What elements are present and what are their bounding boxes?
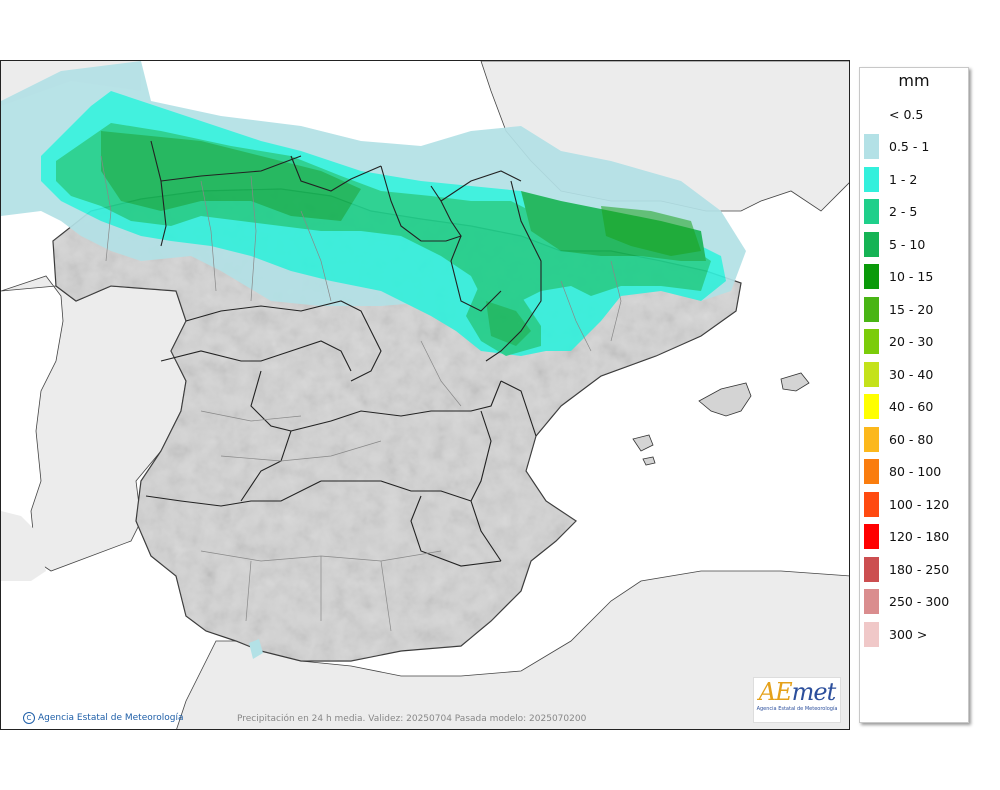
legend-item: 1 - 2 bbox=[860, 163, 968, 196]
region-borders bbox=[145, 140, 542, 567]
legend-label: 20 - 30 bbox=[889, 334, 934, 350]
legend-item: 2 - 5 bbox=[860, 196, 968, 229]
legend-label: 15 - 20 bbox=[889, 301, 934, 317]
legend-item: 120 - 180 bbox=[860, 521, 968, 554]
legend-item: 100 - 120 bbox=[860, 488, 968, 521]
legend-label: 10 - 15 bbox=[889, 269, 934, 285]
legend-swatch bbox=[864, 264, 879, 290]
legend-swatch bbox=[864, 166, 879, 192]
legend-swatch bbox=[864, 589, 879, 615]
map-caption: Precipitación en 24 h media. Validez: 20… bbox=[237, 714, 587, 724]
legend-item: 180 - 250 bbox=[860, 553, 968, 586]
province-borders bbox=[100, 155, 622, 632]
logo-mark: AEmet bbox=[758, 678, 836, 706]
copyright-text: Agencia Estatal de Meteorología bbox=[38, 713, 184, 723]
legend-item: 80 - 100 bbox=[860, 456, 968, 489]
legend-item: 15 - 20 bbox=[860, 293, 968, 326]
legend-label: 60 - 80 bbox=[889, 431, 934, 447]
legend-swatch bbox=[864, 199, 879, 225]
legend-item: 60 - 80 bbox=[860, 423, 968, 456]
legend-swatch bbox=[864, 621, 879, 647]
legend-swatch bbox=[864, 524, 879, 550]
legend-item: 30 - 40 bbox=[860, 358, 968, 391]
logo-subtitle: Agencia Estatal de Meteorología bbox=[756, 706, 838, 712]
legend-label: 300 > bbox=[889, 626, 928, 642]
legend-swatch bbox=[864, 394, 879, 420]
legend-label: 5 - 10 bbox=[889, 236, 926, 252]
legend-swatch bbox=[864, 426, 879, 452]
legend-label: 40 - 60 bbox=[889, 399, 934, 415]
copyright-icon: C bbox=[23, 712, 35, 724]
legend-item: 5 - 10 bbox=[860, 228, 968, 261]
legend-list: < 0.5 0.5 - 1 1 - 2 2 - 5 5 - 10 10 - 15 15 - … bbox=[860, 98, 968, 651]
legend-label: 180 - 250 bbox=[889, 561, 950, 577]
legend-swatch bbox=[864, 101, 879, 127]
legend-item: 250 - 300 bbox=[860, 586, 968, 619]
legend-item: < 0.5 bbox=[860, 98, 968, 131]
legend-label: 100 - 120 bbox=[889, 496, 950, 512]
map-canvas bbox=[1, 61, 849, 729]
legend-swatch bbox=[864, 556, 879, 582]
legend-label: 80 - 100 bbox=[889, 464, 942, 480]
legend-item: 40 - 60 bbox=[860, 391, 968, 424]
aemet-logo: AEmet Agencia Estatal de Meteorología bbox=[753, 677, 841, 723]
legend-label: 30 - 40 bbox=[889, 366, 934, 382]
legend-label: 0.5 - 1 bbox=[889, 139, 930, 155]
legend-label: 1 - 2 bbox=[889, 171, 918, 187]
legend-swatch bbox=[864, 329, 879, 355]
precipitation-layer bbox=[1, 61, 746, 356]
legend-swatch bbox=[864, 134, 879, 160]
precipitation-legend: mm < 0.5 0.5 - 1 1 - 2 2 - 5 5 - 10 10 - 15 15… bbox=[859, 67, 969, 723]
ceuta-marker bbox=[249, 639, 263, 659]
legend-label: < 0.5 bbox=[889, 106, 924, 122]
legend-item: 300 > bbox=[860, 618, 968, 651]
legend-swatch bbox=[864, 361, 879, 387]
legend-item: 20 - 30 bbox=[860, 326, 968, 359]
legend-label: 2 - 5 bbox=[889, 204, 918, 220]
copyright-notice: C Agencia Estatal de Meteorología bbox=[23, 712, 184, 724]
legend-item: 10 - 15 bbox=[860, 261, 968, 294]
legend-swatch bbox=[864, 296, 879, 322]
legend-unit: mm bbox=[898, 71, 930, 90]
legend-item: 0.5 - 1 bbox=[860, 131, 968, 164]
legend-label: 120 - 180 bbox=[889, 529, 950, 545]
legend-swatch bbox=[864, 491, 879, 517]
precipitation-map: C Agencia Estatal de Meteorología Precip… bbox=[0, 60, 850, 730]
legend-label: 250 - 300 bbox=[889, 594, 950, 610]
legend-swatch bbox=[864, 231, 879, 257]
legend-swatch bbox=[864, 459, 879, 485]
